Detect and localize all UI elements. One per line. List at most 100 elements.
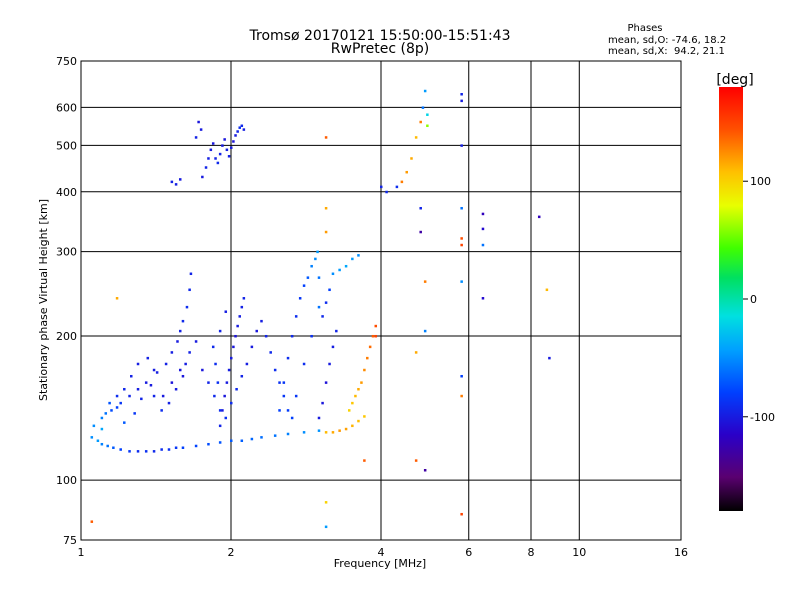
x-tick-label: 10	[572, 546, 586, 559]
data-point	[223, 394, 226, 398]
data-point	[302, 284, 306, 287]
data-point	[242, 297, 246, 300]
data-point	[344, 427, 348, 431]
data-point	[221, 409, 224, 412]
data-point	[218, 152, 222, 156]
data-point	[286, 409, 290, 412]
data-point	[218, 329, 222, 333]
data-point	[324, 230, 328, 234]
data-point	[181, 374, 185, 378]
data-point	[115, 406, 119, 409]
data-point	[481, 243, 485, 247]
data-point	[380, 185, 383, 189]
data-point	[273, 434, 277, 437]
data-point	[234, 334, 237, 338]
data-point	[123, 387, 126, 391]
data-point	[537, 215, 541, 219]
data-point	[278, 381, 281, 384]
data-point	[310, 334, 313, 338]
data-point	[290, 334, 294, 338]
y-tick-label: 75	[63, 534, 77, 547]
data-point	[235, 387, 238, 391]
data-point	[321, 401, 324, 405]
data-point	[188, 351, 191, 354]
data-point	[481, 227, 485, 231]
data-point	[317, 276, 321, 279]
data-point	[224, 416, 228, 420]
data-point	[344, 264, 348, 268]
grid-lines	[81, 61, 681, 540]
data-point	[460, 394, 463, 398]
data-point	[250, 345, 254, 349]
data-point	[221, 144, 224, 147]
data-point	[460, 237, 463, 240]
data-point	[227, 155, 231, 158]
y-tick-label: 300	[56, 246, 77, 259]
data-point	[328, 288, 331, 292]
data-point	[324, 301, 328, 304]
data-point	[213, 394, 216, 398]
data-point	[351, 257, 354, 261]
data-point	[128, 450, 131, 453]
chart-title: Tromsø 20170121 15:50:00-15:51:43	[249, 28, 511, 44]
data-point	[160, 448, 163, 451]
data-point	[214, 362, 217, 366]
data-point	[331, 431, 335, 434]
data-point	[136, 362, 140, 366]
data-point	[460, 374, 463, 378]
data-point	[354, 394, 357, 398]
chart-subtitle: RwPretec (8p)	[331, 41, 429, 57]
data-point	[423, 89, 427, 93]
data-point	[199, 128, 203, 131]
data-point	[426, 113, 429, 116]
data-point	[216, 381, 220, 384]
data-point	[136, 450, 140, 453]
data-point	[230, 439, 233, 443]
data-point	[290, 416, 294, 420]
data-point	[360, 381, 363, 384]
data-point	[181, 446, 185, 449]
data-point	[335, 329, 338, 333]
data-point	[216, 161, 220, 165]
data-point	[545, 288, 549, 292]
data-point	[211, 345, 215, 349]
data-point	[273, 368, 277, 372]
data-point	[324, 525, 328, 529]
data-point	[385, 190, 388, 194]
colorbar-label: [deg]	[716, 72, 753, 88]
data-point	[152, 450, 156, 453]
data-point	[234, 134, 237, 137]
data-point	[414, 351, 418, 354]
data-point	[174, 387, 178, 391]
data-point	[152, 394, 156, 398]
data-point	[317, 305, 321, 309]
data-point	[209, 148, 213, 152]
data-point	[123, 421, 126, 424]
data-point	[298, 297, 302, 300]
data-point	[152, 368, 156, 372]
data-point	[294, 315, 298, 318]
data-point	[324, 381, 328, 384]
data-point	[204, 166, 208, 169]
data-point	[331, 272, 335, 276]
data-point	[351, 401, 354, 405]
data-point	[460, 144, 463, 147]
data-point	[264, 334, 268, 338]
data-point	[357, 419, 360, 423]
data-point	[324, 136, 328, 139]
data-point	[363, 415, 366, 418]
data-point	[181, 319, 185, 323]
plot-area: 1 2 4 6 8 10 16 75 100 200 300 400 500 600 750	[56, 55, 688, 559]
x-tick-label: 6	[465, 546, 472, 559]
data-point	[245, 362, 249, 366]
data-point	[481, 212, 485, 216]
data-point	[112, 446, 115, 449]
data-point	[133, 412, 136, 415]
data-point	[255, 329, 258, 333]
data-point	[161, 394, 165, 398]
y-tick-label: 400	[56, 186, 77, 199]
colorbar-tick-label: 0	[750, 293, 757, 306]
data-point	[414, 459, 418, 462]
data-point	[371, 334, 375, 338]
